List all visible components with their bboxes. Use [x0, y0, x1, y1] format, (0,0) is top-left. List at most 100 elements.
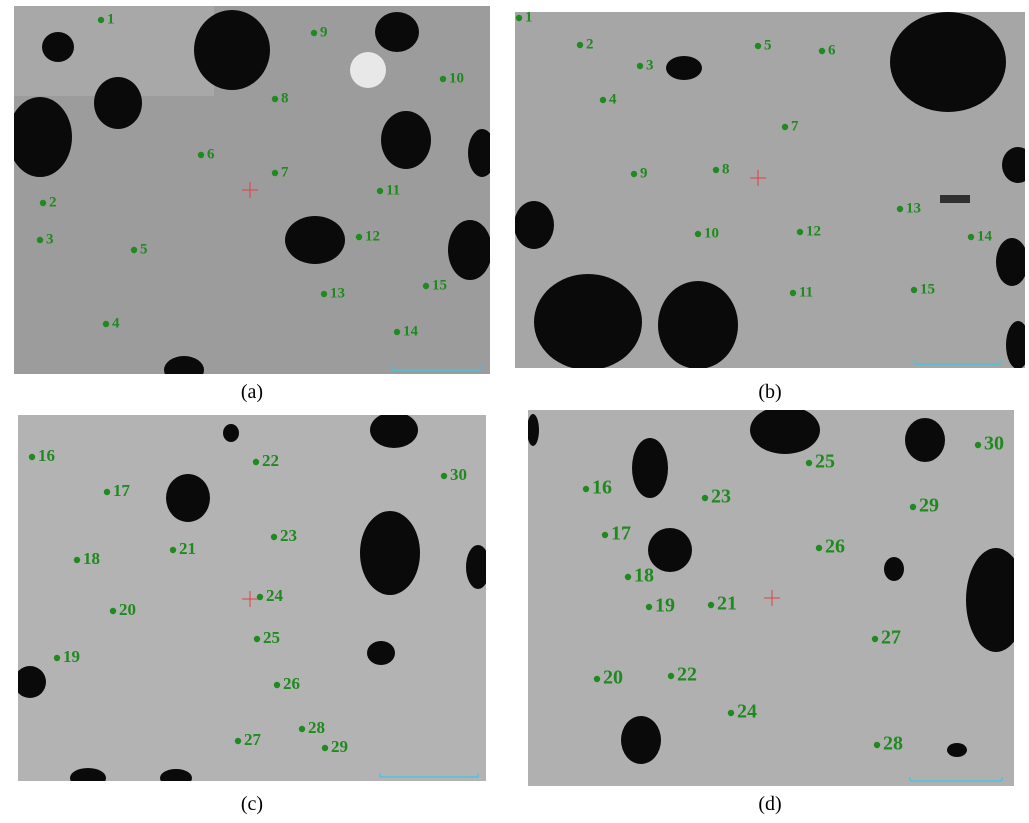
point-label: 11	[386, 182, 400, 198]
point-marker	[97, 16, 105, 24]
point-label: 4	[609, 91, 617, 107]
point-marker	[28, 453, 36, 461]
micrograph-d	[528, 410, 1014, 786]
point-marker	[169, 546, 177, 554]
point-label: 7	[281, 164, 289, 180]
point-marker	[439, 75, 447, 83]
point-marker	[576, 41, 584, 49]
point-label: 3	[46, 231, 54, 247]
point-label: 21	[179, 539, 196, 558]
point-marker	[310, 29, 318, 37]
point-label: 8	[722, 161, 730, 177]
point-marker	[298, 725, 306, 733]
point-marker	[974, 441, 982, 449]
point-marker	[252, 458, 260, 466]
point-marker	[694, 230, 702, 238]
point-label: 8	[281, 90, 289, 106]
point-marker	[103, 488, 111, 496]
point-label: 30	[450, 465, 467, 484]
point-label: 9	[320, 24, 328, 40]
point-marker	[599, 96, 607, 104]
point-marker	[422, 282, 430, 290]
point-label: 27	[244, 730, 262, 749]
point-label: 2	[49, 194, 57, 210]
point-marker	[197, 151, 205, 159]
point-marker	[271, 95, 279, 103]
caption: (b)	[758, 381, 781, 403]
point-marker	[273, 681, 281, 689]
point-marker	[707, 601, 715, 609]
point-marker	[815, 544, 823, 552]
caption: (a)	[241, 381, 263, 403]
point-label: 3	[646, 57, 654, 73]
point-label: 13	[330, 285, 345, 301]
point-marker	[321, 744, 329, 752]
point-label: 17	[611, 523, 631, 545]
point-label: 5	[140, 241, 148, 257]
point-label: 10	[704, 225, 719, 241]
point-label: 19	[63, 647, 80, 666]
point-label: 20	[603, 667, 623, 689]
point-label: 24	[266, 586, 284, 605]
point-label: 19	[655, 595, 675, 617]
caption: (d)	[758, 793, 781, 815]
point-marker	[53, 654, 61, 662]
point-marker	[109, 607, 117, 615]
point-label: 28	[308, 718, 325, 737]
point-marker	[727, 709, 735, 717]
point-marker	[712, 166, 720, 174]
point-label: 26	[825, 536, 845, 558]
point-marker	[102, 320, 110, 328]
point-marker	[701, 494, 709, 502]
point-label: 29	[919, 495, 939, 517]
point-marker	[39, 199, 47, 207]
point-marker	[630, 170, 638, 178]
point-label: 16	[592, 477, 612, 499]
point-label: 22	[677, 664, 697, 686]
point-label: 20	[119, 600, 136, 619]
point-label: 7	[791, 118, 799, 134]
point-label: 27	[881, 627, 901, 649]
point-marker	[73, 556, 81, 564]
micrograph-a	[14, 6, 490, 374]
point-marker	[667, 672, 675, 680]
point-marker	[376, 187, 384, 195]
point-label: 18	[83, 549, 100, 568]
point-marker	[320, 290, 328, 298]
point-marker	[796, 228, 804, 236]
point-marker	[818, 47, 826, 55]
point-marker	[624, 573, 632, 581]
point-label: 24	[737, 701, 757, 723]
point-label: 15	[432, 277, 447, 293]
caption: (c)	[241, 793, 263, 815]
point-label: 2	[586, 36, 594, 52]
point-label: 30	[984, 433, 1004, 455]
point-label: 29	[331, 737, 348, 756]
point-label: 12	[365, 228, 380, 244]
point-marker	[754, 42, 762, 50]
point-label: 1	[525, 9, 533, 25]
point-marker	[253, 635, 261, 643]
point-marker	[601, 531, 609, 539]
point-marker	[593, 675, 601, 683]
point-label: 9	[640, 165, 648, 181]
point-marker	[234, 737, 242, 745]
point-marker	[270, 533, 278, 541]
point-label: 14	[403, 323, 419, 339]
point-label: 1	[107, 11, 115, 27]
point-label: 21	[717, 593, 737, 615]
point-marker	[636, 62, 644, 70]
point-label: 16	[38, 446, 55, 465]
point-label: 11	[799, 284, 813, 300]
point-label: 10	[449, 70, 464, 86]
point-marker	[967, 233, 975, 241]
point-marker	[910, 286, 918, 294]
point-marker	[909, 503, 917, 511]
point-marker	[873, 741, 881, 749]
point-label: 18	[634, 565, 654, 587]
point-label: 4	[112, 315, 120, 331]
point-label: 6	[207, 146, 215, 162]
point-marker	[781, 123, 789, 131]
point-marker	[440, 472, 448, 480]
